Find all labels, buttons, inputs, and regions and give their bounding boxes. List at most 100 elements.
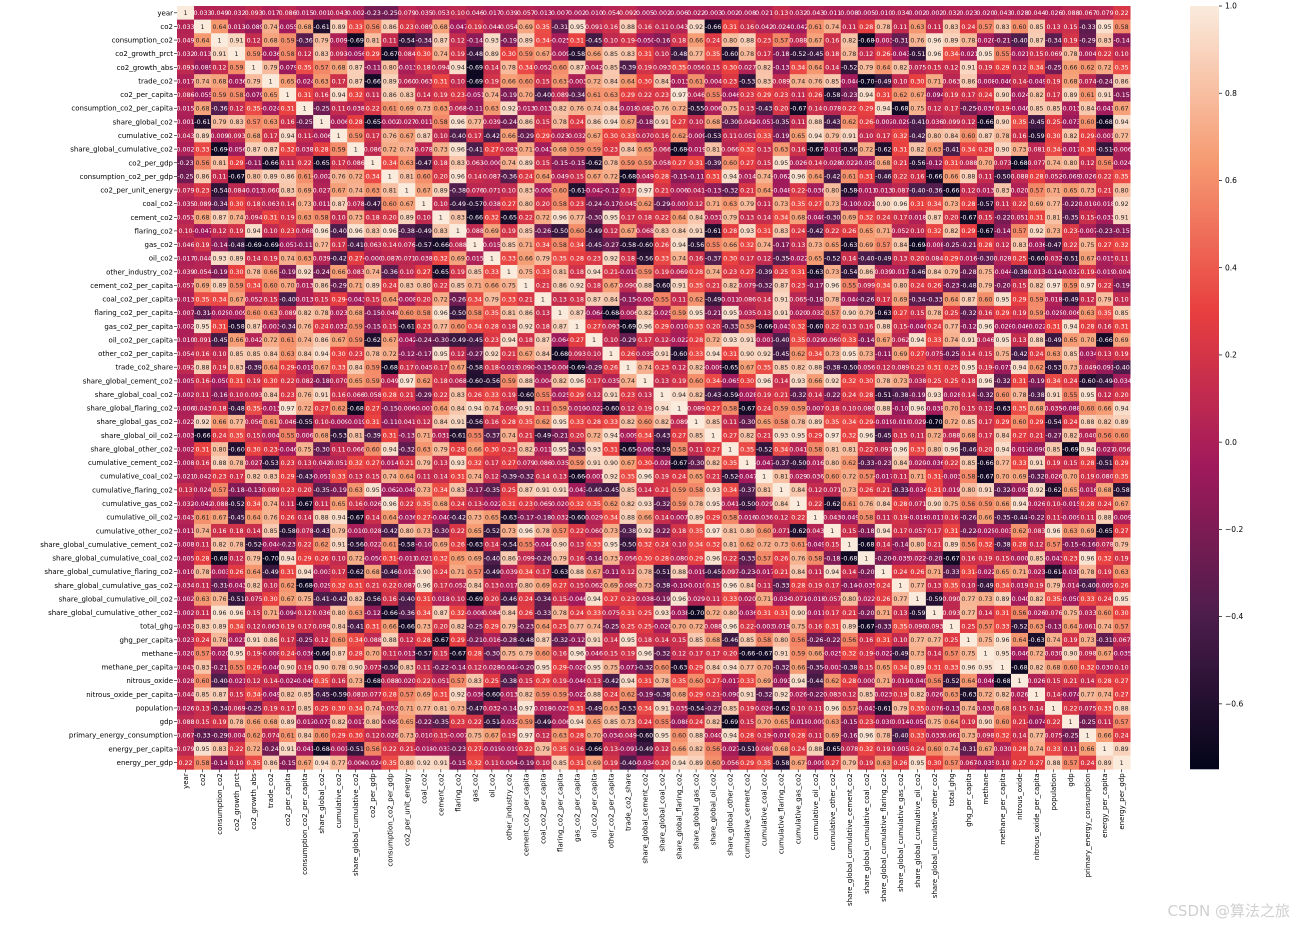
cell-value: 0.21 (1029, 433, 1043, 440)
cell-value: -0.10 (671, 583, 687, 590)
cell-value: 0.59 (366, 378, 380, 385)
cell-value: 0.27 (315, 405, 329, 412)
cell-value: 0.89 (400, 215, 414, 222)
cell-value: 0.31 (723, 351, 737, 358)
cell-value: 0.21 (1098, 187, 1112, 194)
cell-value: 0.34 (570, 242, 584, 249)
cell-value: 0.15 (366, 296, 380, 303)
cell-value: 0.86 (383, 24, 397, 31)
cell-value: 0.31 (502, 501, 516, 508)
cell-value: 0.30 (264, 378, 278, 385)
cell-value: 0.32 (485, 215, 499, 222)
cell-value: -0.69 (467, 596, 483, 603)
cell-value: 0.35 (247, 106, 261, 113)
cell-value: 0.97 (672, 92, 686, 99)
cell-value: -0.43 (756, 106, 772, 113)
cell-value: -0.62 (365, 337, 381, 344)
cell-value: 0.10 (451, 10, 465, 17)
cell-value: 0.91 (332, 542, 346, 549)
cell-value: -0.40 (450, 133, 466, 140)
cell-value: 0.016 (959, 255, 977, 262)
cell-value: -0.001 (584, 474, 604, 481)
cell-value: 0.64 (808, 174, 822, 181)
cell-value: 0.14 (417, 92, 431, 99)
cell-value: 0.32 (638, 542, 652, 549)
cell-value: 0.78 (366, 351, 380, 358)
cell-value: -0.67 (977, 228, 993, 235)
cell-value: 0.004 (1113, 269, 1131, 276)
cell-value: 0.66 (978, 514, 992, 521)
cell-value: -0.15 (535, 365, 551, 372)
cell-value: 0.31 (927, 487, 941, 494)
cell-value: -0.45 (807, 51, 823, 58)
cell-value: -0.024 (1009, 92, 1029, 99)
cell-value: -0.18 (858, 528, 874, 535)
cell-value: 1 (218, 37, 222, 44)
cell-value: 0.83 (281, 187, 295, 194)
cell-value: 0.12 (587, 392, 601, 399)
cell-value: 0.22 (1064, 242, 1078, 249)
cell-value: -0.45 (211, 337, 227, 344)
cell-value: 0.91 (1047, 392, 1061, 399)
cell-value: 0.076 (398, 242, 416, 249)
cell-value: 0.91 (655, 351, 669, 358)
cell-value: 0.022 (364, 542, 382, 549)
cell-value: 0.66 (1064, 65, 1078, 72)
cell-value: -0.51 (909, 51, 925, 58)
cell-value: 0.87 (349, 78, 363, 85)
cell-value: 0.33 (621, 133, 635, 140)
cell-value: 1 (626, 365, 630, 372)
cell-value: 0.035 (176, 201, 194, 208)
cell-value: 0.87 (417, 133, 431, 140)
cell-value: -0.62 (1045, 487, 1061, 494)
cell-value: 0.70 (944, 405, 958, 412)
cell-value: 0.017 (176, 255, 194, 262)
cell-value: -0.59 (1028, 133, 1044, 140)
cell-value: -0.53 (705, 133, 721, 140)
cell-value: 0.33 (689, 351, 703, 358)
cell-value: -0.090 (1026, 446, 1046, 453)
cell-value: 0.81 (825, 446, 839, 453)
cell-value: 0.95 (723, 310, 737, 317)
cell-value: 0.086 (738, 296, 756, 303)
cell-value: 0.67 (332, 187, 346, 194)
cell-value: -0.30 (586, 215, 602, 222)
cell-value: 0.24 (519, 174, 533, 181)
heatmap-cell (908, 6, 927, 21)
cell-value: 1 (184, 10, 188, 17)
heatmap-cell (925, 6, 944, 21)
cell-value: 0.71 (349, 283, 363, 290)
cell-value: -0.001 (669, 201, 689, 208)
cell-value: 0.74 (196, 78, 210, 85)
cell-value: 1 (643, 378, 647, 385)
cell-value: -0.69 (569, 365, 585, 372)
cell-value: 0.78 (876, 24, 890, 31)
cell-value: 0.59 (1029, 296, 1043, 303)
cell-value: 0.82 (1029, 283, 1043, 290)
cell-value: 0.080 (857, 405, 875, 412)
cell-value: 0.29 (808, 433, 822, 440)
cell-value: 0.35 (1012, 119, 1026, 126)
cell-value: 0.78 (1012, 392, 1026, 399)
cell-value: 0.96 (383, 501, 397, 508)
cell-value: 0.85 (451, 283, 465, 290)
cell-value: 0.10 (213, 351, 227, 358)
cell-value: -0.35 (994, 514, 1010, 521)
cell-value: 0.015 (296, 10, 314, 17)
cell-value: 0.19 (1081, 474, 1095, 481)
cell-value: 0.045 (415, 365, 433, 372)
cell-value: 0.27 (366, 405, 380, 412)
cell-value: -0.40 (1113, 365, 1129, 372)
cell-value: 0.57 (553, 528, 567, 535)
cell-value: 0.75 (995, 351, 1009, 358)
cell-value: 0.15 (1029, 51, 1043, 58)
cell-value: 0.013 (296, 283, 314, 290)
cell-value: 0.35 (672, 65, 686, 72)
cell-value: 0.10 (400, 269, 414, 276)
heatmap-cell (534, 6, 552, 21)
cell-value: 0.62 (638, 201, 652, 208)
cell-value: 0.59 (672, 501, 686, 508)
cell-value: 0.11 (757, 201, 771, 208)
cell-value: -0.61 (705, 228, 721, 235)
cell-value: 0.34 (468, 296, 482, 303)
